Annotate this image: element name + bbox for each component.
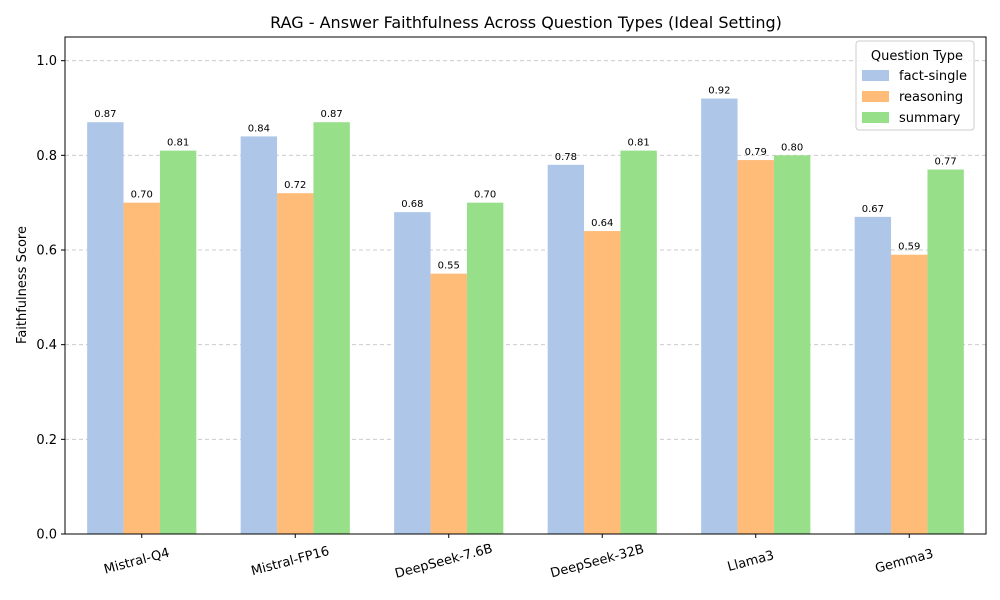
bar-summary [466,202,504,534]
y-tick-label: 0.0 [36,528,57,543]
data-label: 0.78 [555,152,577,163]
x-axis-ticks: Mistral-Q4 Mistral-FP16 DeepSeek-7.6B DeepS… [102,534,935,582]
bar-reasoning [123,202,160,534]
bar-reasoning [277,193,314,534]
data-label: 0.68 [401,199,423,210]
y-tick-label: 0.6 [36,244,57,259]
bar-summary [773,155,811,535]
legend-entry: fact-single [899,69,967,84]
bar-fact-single [240,136,278,534]
data-label: 0.87 [321,109,343,120]
data-label: 0.72 [284,180,306,191]
legend-swatch [862,70,889,81]
legend-swatch [862,112,889,123]
legend-box [855,40,975,131]
bar-summary [620,150,657,534]
x-tick-label: Gemma3 [874,547,935,577]
data-label: 0.67 [862,204,884,215]
x-tick-label: Mistral-FP16 [250,544,331,579]
grid-lines [65,60,986,440]
bar-fact-single [854,216,892,534]
data-label: 0.79 [745,147,767,158]
legend-entry: reasoning [899,90,963,105]
x-tick-label: DeepSeek-7.6B [393,541,494,581]
bar-reasoning [430,273,467,534]
bar-summary [927,169,964,535]
legend-entry: summary [899,111,961,126]
bar-reasoning [891,254,928,534]
y-axis-ticks: 0.0 0.2 0.4 0.6 0.8 1.0 [36,54,65,543]
data-label: 0.77 [935,157,957,168]
data-label: 0.84 [248,123,270,134]
data-label: 0.81 [628,138,650,149]
data-label: 0.92 [708,86,730,97]
bars-group: 0.87 0.70 0.81 0.84 0.72 0.87 0.68 0.55 0.70 0.78… [87,86,964,535]
y-tick-label: 1.0 [36,54,57,69]
bar-reasoning [737,160,774,535]
bar-reasoning [584,231,621,535]
bar-fact-single [87,122,124,534]
bar-summary [313,122,350,534]
data-label: 0.70 [131,190,153,201]
data-label: 0.70 [474,190,496,201]
data-label: 0.87 [94,109,116,120]
data-label: 0.59 [898,242,920,253]
x-tick-label: Mistral-Q4 [102,546,171,578]
data-label: 0.64 [591,218,613,229]
chart-title: RAG - Answer Faithfulness Across Questio… [270,13,782,32]
data-label: 0.55 [438,261,460,272]
legend-swatch [862,91,889,102]
data-label: 0.81 [167,138,189,149]
y-tick-label: 0.8 [36,149,57,164]
plot-frame [64,36,987,535]
bar-fact-single [547,164,585,535]
legend: Question Type fact-single reasoning summar… [855,40,975,131]
bar-fact-single [394,212,431,534]
data-label: 0.80 [781,142,803,153]
bar-fact-single [701,98,738,535]
bar-summary [159,150,197,534]
legend-title: Question Type [871,49,963,64]
y-tick-label: 0.2 [36,433,57,448]
x-tick-label: Llama3 [726,548,776,575]
y-tick-label: 0.4 [36,338,57,353]
y-axis-label: Faithfulness Score [15,226,30,344]
x-tick-label: DeepSeek-32B [549,542,646,581]
